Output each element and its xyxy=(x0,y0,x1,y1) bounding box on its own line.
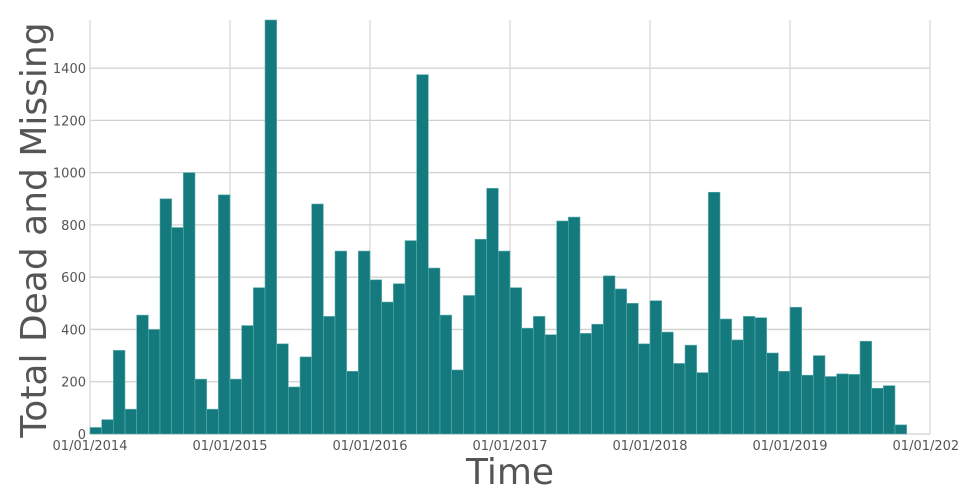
bar-2019-09 xyxy=(883,385,896,435)
bar-2018-07 xyxy=(719,318,732,435)
bar-2017-06 xyxy=(568,216,581,435)
bar-2019-03 xyxy=(813,355,826,435)
x-tick-label: 01/01/2016 xyxy=(333,439,408,454)
bar-2014-08 xyxy=(171,227,184,435)
bar-2015-04 xyxy=(264,19,277,435)
bar-2014-05 xyxy=(136,314,149,435)
bar-2019-07 xyxy=(859,340,872,435)
bar-2017-03 xyxy=(533,316,546,435)
bar-2016-01 xyxy=(369,279,382,435)
x-tick-label: 01/01/2018 xyxy=(613,439,688,454)
bar-2016-06 xyxy=(428,267,441,435)
bar-2016-07 xyxy=(439,314,452,435)
bar-2015-10 xyxy=(334,250,347,435)
bar-2014-12 xyxy=(218,194,231,435)
y-tick-label: 600 xyxy=(61,271,86,286)
bar-2015-03 xyxy=(253,287,266,435)
bar-2019-05 xyxy=(836,373,849,435)
bar-2018-03 xyxy=(673,363,686,435)
x-tick-label: 01/01/2020 xyxy=(893,439,960,454)
y-tick-label: 200 xyxy=(61,376,86,391)
bar-2015-06 xyxy=(288,386,301,435)
bar-2017-07 xyxy=(579,333,592,435)
bar-2019-04 xyxy=(824,376,837,435)
bar-2017-08 xyxy=(591,323,604,435)
bar-2018-04 xyxy=(684,344,697,435)
bar-2015-08 xyxy=(311,203,324,435)
bar-2016-11 xyxy=(486,188,499,435)
bar-2015-02 xyxy=(241,325,254,435)
bar-2015-01 xyxy=(229,378,242,435)
bar-2017-05 xyxy=(556,220,569,435)
bar-2017-09 xyxy=(603,275,616,435)
y-tick-label: 400 xyxy=(61,323,86,338)
bar-2015-12 xyxy=(358,250,371,435)
bar-2016-09 xyxy=(463,295,476,435)
bar-2017-11 xyxy=(626,303,639,435)
bar-2018-05 xyxy=(696,372,709,435)
bar-2018-09 xyxy=(743,316,756,435)
y-tick-label: 1400 xyxy=(53,62,86,77)
bar-2016-12 xyxy=(498,250,511,435)
x-tick-label: 01/01/2019 xyxy=(753,439,828,454)
bar-2017-02 xyxy=(521,327,534,435)
bar-2018-12 xyxy=(778,370,791,435)
bar-2016-02 xyxy=(381,301,394,435)
x-tick-label: 01/01/2017 xyxy=(473,439,548,454)
bars xyxy=(89,19,907,435)
y-tick-label: 0 xyxy=(78,428,86,443)
bar-2019-01 xyxy=(789,306,802,435)
bar-2018-02 xyxy=(661,331,674,435)
bar-2014-11 xyxy=(206,408,219,435)
x-tick-labels: 01/01/2014 01/01/2015 01/01/2016 01/01/2017… xyxy=(53,439,960,454)
bar-2015-07 xyxy=(299,356,312,435)
y-axis-title: Total Dead and Missing xyxy=(14,22,55,438)
bar-2014-06 xyxy=(148,329,161,435)
bar-2019-06 xyxy=(848,374,861,435)
bar-2017-12 xyxy=(638,343,651,435)
bar-2019-02 xyxy=(801,374,814,435)
y-tick-labels: 0 200 400 600 800 1000 1200 1400 xyxy=(53,62,86,443)
x-axis-title: Time xyxy=(465,452,554,493)
bar-2019-10 xyxy=(894,424,907,435)
y-tick-label: 800 xyxy=(61,219,86,234)
bar-2016-10 xyxy=(474,238,487,435)
bar-2018-01 xyxy=(649,300,662,435)
bar-2018-10 xyxy=(754,317,767,435)
bar-2016-05 xyxy=(416,74,429,435)
y-tick-label: 1000 xyxy=(53,167,86,182)
bar-2014-07 xyxy=(159,198,172,435)
bar-2014-04 xyxy=(124,408,137,435)
bar-2016-08 xyxy=(451,369,464,435)
bar-2017-10 xyxy=(614,288,627,435)
bar-2014-10 xyxy=(194,378,207,435)
bar-2018-11 xyxy=(766,352,779,435)
bar-2014-01 xyxy=(89,427,102,435)
bar-2018-08 xyxy=(731,339,744,435)
y-tick-label: 1200 xyxy=(53,114,86,129)
bar-2014-09 xyxy=(183,172,196,435)
bar-2019-08 xyxy=(871,387,884,435)
bar-2014-03 xyxy=(113,350,126,435)
bar-2017-01 xyxy=(509,287,522,435)
bar-2017-04 xyxy=(544,334,557,435)
bar-2015-05 xyxy=(276,343,289,435)
x-tick-label: 01/01/2015 xyxy=(193,439,268,454)
bar-2016-04 xyxy=(404,240,417,435)
bar-2016-03 xyxy=(393,283,406,435)
bar-2018-06 xyxy=(708,191,721,435)
bar-2014-02 xyxy=(101,419,114,435)
x-tick-label: 01/01/2014 xyxy=(53,439,128,454)
bar-2015-11 xyxy=(346,370,359,435)
bar-2015-09 xyxy=(323,316,336,435)
